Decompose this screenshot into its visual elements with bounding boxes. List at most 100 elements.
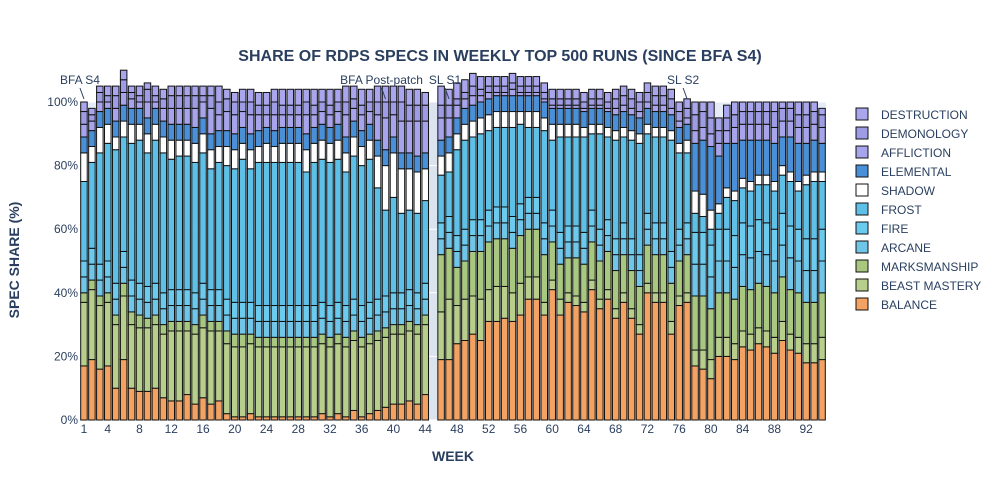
bar-segment-mm [88,279,96,291]
bar-segment-frost [453,149,461,237]
bar-segment-frost [238,158,247,303]
bar-segment-balance [762,346,771,421]
annotation-label: SL S1 [429,73,462,87]
bar-segment-affliction [294,114,302,128]
bar-segment-bm [754,327,763,345]
bar-segment-arcane [381,311,390,329]
bar-segment-frost [484,130,493,211]
bar-segment-elemental [278,126,287,144]
bar-segment-affliction [421,120,429,154]
bar-segment-arcane [754,250,763,284]
x-tick-label: 40 [387,422,401,436]
bar-segment-frost [477,133,485,221]
bar-segment-shadow [730,190,739,202]
bar-segment-destruction [397,85,406,103]
bar-segment-balance [389,403,398,421]
bar-segment-fire [381,295,390,313]
bar-segment-balance [413,403,422,421]
bar-segment-destruction [794,101,802,116]
bar-segment-demonology [707,117,715,135]
bar-segment-arcane [461,244,469,262]
bar-segment-demonology [270,101,279,116]
bar-segment-mm [80,292,88,303]
bar-segment-bm [413,333,422,405]
annotation-arrow [79,87,85,100]
bar-segment-elemental [183,123,191,141]
bar-segment-elemental [667,114,675,132]
bar-segment-shadow [262,142,271,163]
bar-segment-frost [659,136,668,224]
bar-segment-destruction [492,76,501,87]
bar-segment-shadow [96,126,104,154]
bar-segment-affliction [286,114,295,128]
bar-segment-fire [175,289,183,307]
bar-segment-balance [397,403,406,421]
y-tick-label: 100% [47,95,78,109]
bar-segment-destruction [469,72,477,87]
bar-segment-affliction [318,111,326,125]
bar-segment-balance [405,400,414,421]
x-tick-label: 44 [419,422,433,436]
bar-segment-arcane [318,317,326,335]
bar-segment-mm [286,336,295,348]
bar-segment-mm [786,289,795,335]
bar-segment-elemental [167,123,176,141]
bar-segment-balance [794,352,802,421]
bar-segment-bm [278,346,287,418]
bar-segment-arcane [215,305,223,322]
bar-segment-shadow [143,133,152,154]
bar-segment-elemental [635,117,644,135]
bar-segment-balance [699,368,707,421]
bar-segment-destruction [373,85,382,103]
bar-segment-mm [746,289,755,335]
annotation-label: SL S2 [667,73,700,87]
bar-segment-shadow [183,139,191,157]
bar-segment-fire [302,305,310,322]
bar-segment-fire [270,305,279,322]
bar-segment-bm [667,320,675,335]
bar-segment-shadow [469,120,477,138]
bar-segment-demonology [691,114,699,132]
bar-segment-elemental [88,130,96,148]
bar-segment-arcane [437,238,445,256]
bar-segment-balance [127,387,136,421]
legend-label: BEAST MASTERY [881,279,981,293]
bar-segment-bm [286,346,295,418]
bar-segment-balance [183,394,191,421]
bar-segment-affliction [167,107,176,125]
bar-segment-frost [326,161,334,307]
bar-segment-demonology [469,85,477,97]
bar-segment-fire [738,222,747,256]
bar-segment-arcane [357,320,366,338]
bar-segment-frost [572,136,580,227]
bar-segment-mm [365,333,374,345]
bar-segment-shadow [111,136,120,151]
bar-segment-demonology [746,111,755,125]
bar-segment-frost [143,152,152,287]
bar-segment-frost [588,133,596,211]
bar-segment-affliction [762,123,771,141]
bar-segment-shadow [207,149,215,170]
bar-segment-mm [659,254,668,294]
bar-segment-arcane [746,257,755,291]
bar-segment-fire [461,228,469,246]
bar-segment-bm [350,340,358,411]
bar-segment-demonology [730,114,739,128]
bar-segment-destruction [516,76,525,87]
bar-segment-mm [437,254,445,313]
bar-segment-bm [516,282,525,316]
bar-segment-destruction [191,85,199,97]
bar-segment-destruction [540,82,549,93]
x-tick-label: 4 [104,422,111,436]
bar-segment-mm [381,327,390,338]
bar-segment-fire [556,231,564,249]
bar-segment-bm [810,343,818,364]
bar-segment-destruction [453,82,461,100]
bar-segment-fire [207,289,215,307]
bar-segment-affliction [635,111,644,119]
bar-segment-mm [492,238,501,287]
bar-segment-balance [627,317,636,421]
bar-segment-fire [167,289,176,307]
x-tick-label: 16 [196,422,210,436]
bar-segment-bm [643,282,652,294]
